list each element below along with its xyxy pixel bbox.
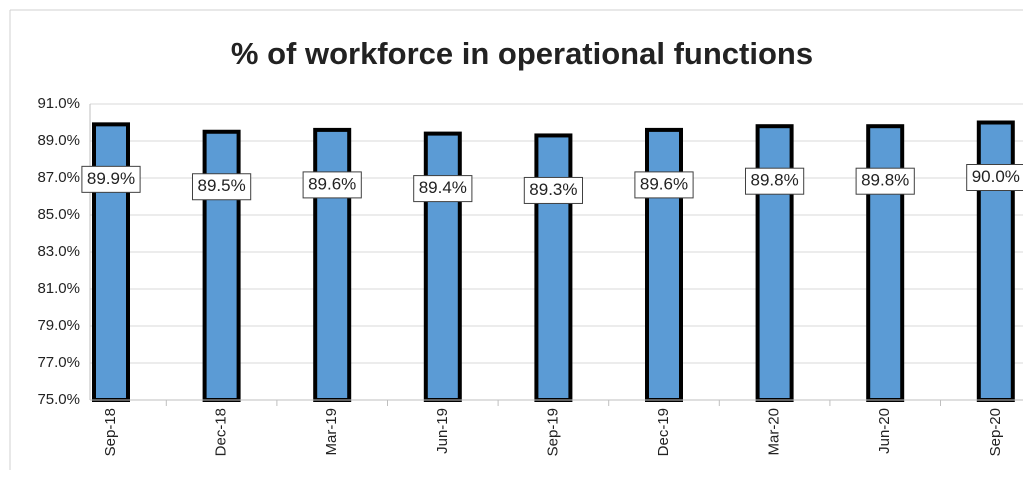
value-label-text: 89.9%: [87, 169, 135, 188]
value-label-text: 89.8%: [750, 171, 798, 190]
value-label-box: [634, 171, 694, 199]
y-tick-label: 81.0%: [37, 280, 80, 297]
x-tick-label: Sep-20: [987, 408, 1004, 456]
bar: [866, 124, 905, 402]
value-label-box: [966, 164, 1023, 191]
value-label: 89.5%: [191, 173, 252, 201]
value-label: 89.8%: [855, 167, 915, 195]
y-tick-label: 77.0%: [37, 354, 80, 371]
y-tick-label: 91.0%: [37, 95, 80, 112]
value-label-text: 89.8%: [861, 171, 909, 190]
y-tick-label: 85.0%: [37, 206, 80, 223]
x-tick-label: Sep-18: [102, 408, 119, 456]
value-label: 89.4%: [413, 175, 473, 203]
value-label: 89.9%: [81, 165, 141, 193]
value-label: 89.6%: [302, 171, 362, 199]
bar: [92, 122, 130, 402]
value-label-box: [302, 171, 362, 199]
value-label-box: [744, 167, 805, 195]
y-tick-label: 83.0%: [37, 243, 80, 260]
value-label: 89.8%: [744, 167, 805, 195]
x-tick-label: Sep-19: [544, 408, 561, 456]
value-label: 89.6%: [634, 171, 694, 199]
value-label-text: 89.6%: [640, 174, 688, 193]
x-tick-label: Jun-19: [434, 408, 451, 454]
y-tick-label: 89.0%: [37, 132, 80, 149]
value-label: 90.0%: [966, 164, 1023, 191]
value-label-box: [413, 175, 473, 203]
bar: [423, 131, 462, 402]
bar: [755, 124, 794, 402]
value-label-box: [855, 167, 915, 195]
bar: [313, 127, 352, 402]
value-label-text: 89.3%: [529, 180, 577, 199]
value-label-box: [81, 165, 141, 193]
y-tick-label: 79.0%: [37, 317, 80, 334]
y-tick-label: 87.0%: [37, 169, 80, 186]
bar: [645, 127, 683, 402]
x-tick-label: Mar-19: [323, 408, 340, 456]
value-label: 89.3%: [523, 176, 584, 204]
x-tick-label: Jun-20: [876, 408, 893, 454]
value-label-text: 89.5%: [197, 176, 245, 195]
value-label-text: 90.0%: [972, 167, 1020, 186]
value-label-text: 89.4%: [419, 178, 467, 197]
bar: [534, 133, 573, 402]
value-label-box: [523, 176, 584, 204]
chart-title: % of workforce in operational functions: [231, 36, 813, 71]
y-tick-label: 75.0%: [37, 391, 80, 408]
value-label-text: 89.6%: [308, 174, 356, 193]
bar: [202, 129, 241, 402]
value-label-box: [191, 173, 252, 201]
x-tick-label: Dec-19: [655, 408, 672, 456]
x-tick-label: Mar-20: [766, 408, 783, 456]
x-tick-label: Dec-18: [213, 408, 230, 456]
